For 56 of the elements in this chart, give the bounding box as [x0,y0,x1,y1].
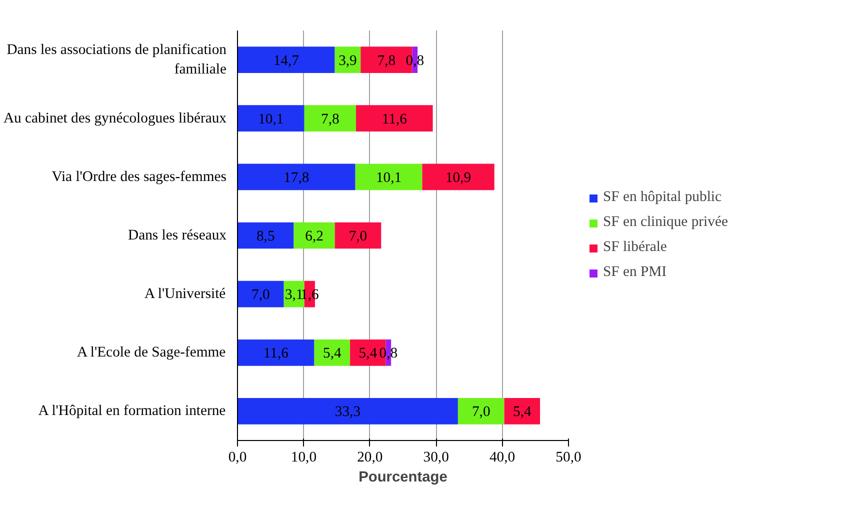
data-label: 17,8 [284,170,310,186]
data-label: 10,1 [376,170,402,186]
data-label: 7,8 [377,52,396,69]
bar [238,105,304,132]
bar [304,105,356,132]
x-tick-label: 20,0 [357,450,383,466]
data-label: 5,4 [358,346,378,362]
bar [238,280,284,308]
data-label: 3,1 [284,287,304,304]
data-label: 8,5 [256,228,275,244]
data-label: 10,9 [445,170,472,186]
y-tick-label: Via l'Ordre des sages-femmes [52,168,227,185]
y-tick-label: Au cabinet des gynécologues libéraux [3,110,228,126]
legend-label: SF en clinique privée [603,214,728,231]
data-label: 6,2 [305,228,324,244]
legend-label: SF en PMI [603,264,667,281]
data-label: 0,8 [406,52,424,69]
x-tick-label: 10,0 [290,450,317,466]
data-label: 0,8 [379,346,398,362]
bar [238,222,294,249]
bar [238,46,335,73]
bar [356,105,433,132]
bar [238,339,314,366]
data-label: 7,0 [472,404,490,420]
data-label: 3,9 [338,52,357,69]
bar [238,398,458,424]
data-label: 14,7 [273,52,299,69]
bar [504,398,540,424]
legend-label: SF libérale [603,239,667,256]
bar [294,222,335,249]
x-tick-label: 30,0 [423,450,449,466]
data-label: 7,0 [252,287,270,304]
data-label: 11,6 [382,111,407,128]
data-label: 7,0 [348,228,368,244]
data-label: 10,1 [258,111,284,128]
data-label: 7,8 [321,111,340,128]
bar [314,339,350,366]
data-label: 5,4 [513,404,532,420]
legend-label: SF en hôpital public [603,189,722,206]
y-tick-label: A l'Ecole de Sage-femme [76,344,226,361]
y-tick-label: A l'Université [144,286,226,302]
data-label: 33,3 [334,404,361,420]
x-tick-label: 50,0 [556,450,582,466]
y-tick-label: Dans les réseaux [128,228,228,244]
y-tick-label: Dans les associations de planification familiale [6,42,228,78]
data-label: 5,4 [323,346,342,362]
x-axis-title: Pourcentage [358,470,448,486]
x-tick-label: 0,0 [228,450,247,466]
bar [355,164,422,190]
bar [238,164,356,190]
y-tick-label: A l'Hôpital en formation interne [38,403,226,420]
data-label: 11,6 [263,346,288,362]
bar [458,398,504,424]
bar [422,164,494,190]
x-tick-label: 40,0 [489,450,516,466]
bar [334,222,382,249]
